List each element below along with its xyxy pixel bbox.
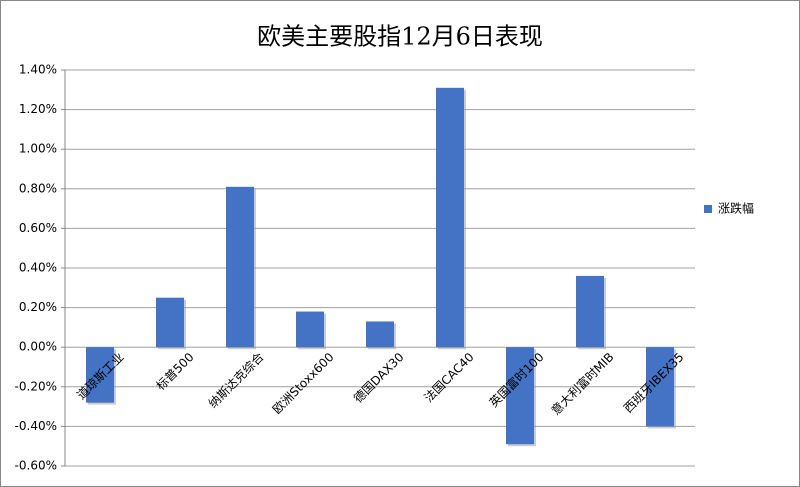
y-tick-label: 1.40% [19,63,57,77]
legend-label: 涨跌幅 [718,201,754,216]
bar [506,347,534,445]
y-tick-label: -0.20% [15,379,57,393]
bar [436,87,464,348]
y-tick-label: 1.20% [19,102,57,116]
bar [86,347,114,403]
y-tick-label: 0.60% [19,221,57,235]
y-tick-label: -0.40% [15,419,57,433]
bar [646,347,674,427]
y-tick-label: -0.60% [15,459,57,473]
legend-swatch [704,205,712,213]
bar [366,321,394,348]
bar [296,311,324,348]
y-tick-label: 1.00% [19,142,57,156]
y-tick-label: 0.80% [19,181,57,195]
y-tick-label: 0.00% [19,340,57,354]
y-tick-label: 0.40% [19,261,57,275]
bar [226,186,254,348]
chart-title: 欧美主要股指12月6日表现 [257,23,543,51]
bar [156,297,184,348]
y-tick-label: 0.20% [19,300,57,314]
bar [576,275,604,348]
